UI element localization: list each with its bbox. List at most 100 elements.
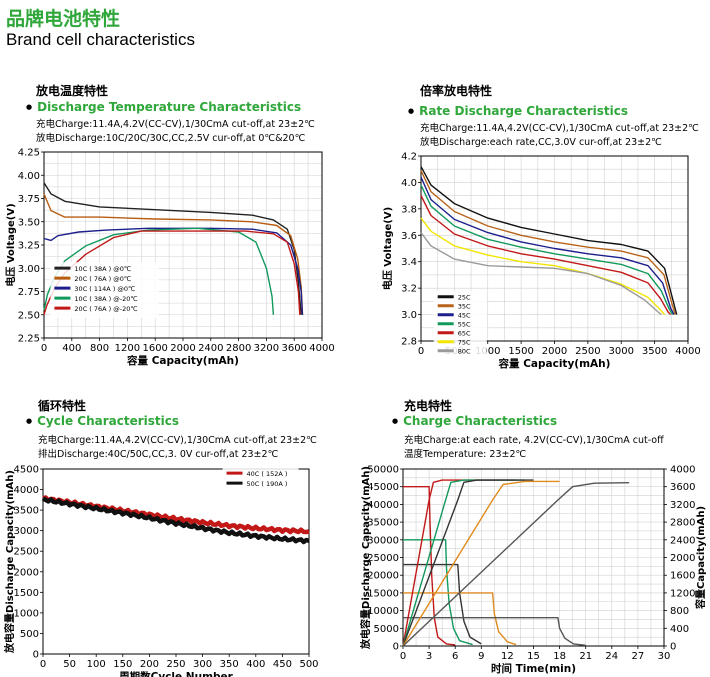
y-tick-label: 3.2 [401, 284, 417, 295]
y-tick-label: 5000 [374, 624, 399, 635]
x-tick-label: 250 [166, 659, 185, 670]
series-line-35c [420, 170, 676, 315]
x-tick-label: 1000 [475, 346, 500, 357]
page-title-en: Brand cell characteristics [6, 30, 195, 49]
x-tick-label: 400 [246, 659, 265, 670]
chart-rate-discharge: 050010001500200025003000350040002.83.03.… [381, 152, 701, 371]
y-right-tick-label: 2000 [670, 553, 695, 564]
x-tick-label: 200 [140, 659, 159, 670]
legend-entry: 75C [458, 339, 471, 347]
y-axis-label: 放电容量Discharge Capacity(mAh) [359, 466, 372, 650]
y-tick-label: 3.4 [401, 257, 417, 268]
y-right-tick-label: 3200 [670, 500, 695, 511]
panel-title-cn: 放电温度特性 [36, 84, 109, 98]
y-tick-label: 4.2 [401, 152, 417, 163]
y-right-tick-label: 4000 [670, 465, 695, 476]
series-line-20c-76a-0- [43, 193, 304, 315]
x-tick-label: 50 [63, 659, 76, 670]
y-tick-label: 1000 [14, 608, 39, 619]
y-tick-label: 4000 [14, 485, 39, 496]
legend-entry: 20C ( 76A ) @0℃ [74, 275, 131, 283]
y-tick-label: 0 [33, 650, 39, 661]
series-line-80c [420, 232, 662, 316]
y-right-tick-label: 2400 [670, 535, 695, 546]
charge-note: 充电Charge:11.4A,4.2V(CC-CV),1/30CmA cut-o… [36, 119, 315, 130]
y-axis-label: 电压 Voltage(V) [381, 207, 394, 290]
y-tick-label: 3500 [14, 506, 39, 517]
series-line-left-2 [403, 563, 482, 645]
y-tick-label: 3.50 [18, 217, 40, 228]
x-tick-label: 400 [62, 343, 81, 354]
legend-entry: 20C ( 76A ) @-20℃ [74, 305, 137, 313]
y-tick-label: 3000 [14, 526, 39, 537]
x-tick-label: 9 [478, 651, 484, 662]
series-line-left-4 [403, 617, 586, 646]
x-tick-label: 3000 [609, 346, 634, 357]
legend-entry: 55C [458, 321, 471, 329]
y-tick-label: 3.00 [18, 264, 40, 275]
x-tick-label: 1500 [508, 346, 533, 357]
chart-discharge-temperature: 0 400 800 1200 1600 2000 2400 2800 3200 3600 4000 2… [4, 148, 335, 368]
x-tick-label: 24 [605, 651, 618, 662]
x-axis-label: 容量 Capacity(mAh) [126, 354, 239, 367]
y-right-tick-label: 400 [670, 624, 689, 635]
panel-title-en: Charge Characteristics [392, 414, 557, 428]
series-line-55c [420, 184, 674, 315]
y-tick-label: 3.25 [18, 241, 40, 252]
y-tick-label: 3.75 [18, 194, 40, 205]
series-line-left-3 [403, 592, 517, 646]
y-right-tick-label: 0 [670, 642, 676, 653]
charge-note: 充电Charge:at each rate, 4.2V(CC-CV),1/30C… [404, 435, 664, 446]
temperature-note: 温度Temperature: 23±2℃ [404, 449, 527, 460]
x-tick-label: 1600 [142, 343, 167, 354]
y-tick-label: 0 [393, 642, 399, 653]
y-tick-label: 4.00 [18, 171, 40, 182]
x-tick-label: 3 [426, 651, 432, 662]
plot-frame [42, 468, 310, 655]
legend-entry: 65C [458, 330, 471, 338]
x-tick-label: 12 [501, 651, 514, 662]
x-tick-label: 2800 [226, 343, 251, 354]
x-tick-label: 0 [400, 651, 406, 662]
y-tick-label: 3.8 [401, 204, 417, 215]
legend-entry: 35C [458, 303, 471, 311]
y-tick-label: 25000 [367, 553, 399, 564]
x-axis-label: 容量 Capacity(mAh) [498, 357, 611, 370]
panel-title-cn: 倍率放电特性 [420, 84, 493, 98]
x-tick-label: 350 [220, 659, 239, 670]
y-right-axis-label: 容量Capacity(mAh) [694, 506, 707, 610]
x-tick-label: 6 [452, 651, 458, 662]
discharge-note: 排出Discharge:40C/50C,CC,3. 0V cur-off,at … [38, 449, 279, 460]
x-tick-label: 100 [87, 659, 106, 670]
y-tick-label: 3.6 [401, 231, 417, 242]
y-tick-label: 2.25 [18, 334, 40, 345]
legend-entry: 45C [458, 312, 471, 320]
legend: 10C ( 38A ) @0℃ 20C ( 76A ) @0℃ 30C ( 114A… [50, 262, 159, 319]
x-tick-label: 0 [41, 343, 47, 354]
y-tick-label: 3.0 [401, 310, 417, 321]
y-tick-label: 2.50 [18, 310, 40, 321]
charge-note: 充电Charge:11.4A,4.2V(CC-CV),1/30CmA cut-o… [38, 435, 317, 446]
y-right-tick-label: 800 [670, 606, 689, 617]
legend-entry: 25C [458, 294, 471, 302]
x-tick-label: 15 [527, 651, 540, 662]
y-tick-label: 40000 [367, 500, 399, 511]
legend-entry: 40C ( 152A ) [247, 470, 288, 478]
panel-title-en: Rate Discharge Characteristics [408, 104, 628, 118]
x-tick-label: 21 [579, 651, 592, 662]
series-line-right-9 [402, 482, 630, 647]
series-line-right-8 [402, 480, 560, 647]
x-tick-label: 4000 [675, 346, 700, 357]
y-tick-label: 2500 [14, 547, 39, 558]
y-right-tick-label: 1600 [670, 571, 695, 582]
series-line-65c [420, 195, 672, 316]
x-tick-label: 300 [193, 659, 212, 670]
x-tick-label: 500 [299, 659, 318, 670]
x-tick-label: 3600 [281, 343, 306, 354]
charge-note: 充电Charge:11.4A,4.2V(CC-CV),1/30CmA cut-o… [420, 123, 699, 134]
y-right-tick-label: 3600 [670, 482, 695, 493]
y-tick-label: 15000 [367, 588, 399, 599]
x-axis-label: 时间 Time(min) [491, 662, 576, 675]
x-tick-label: 2500 [575, 346, 600, 357]
series-line-50c-190a- [41, 496, 310, 545]
